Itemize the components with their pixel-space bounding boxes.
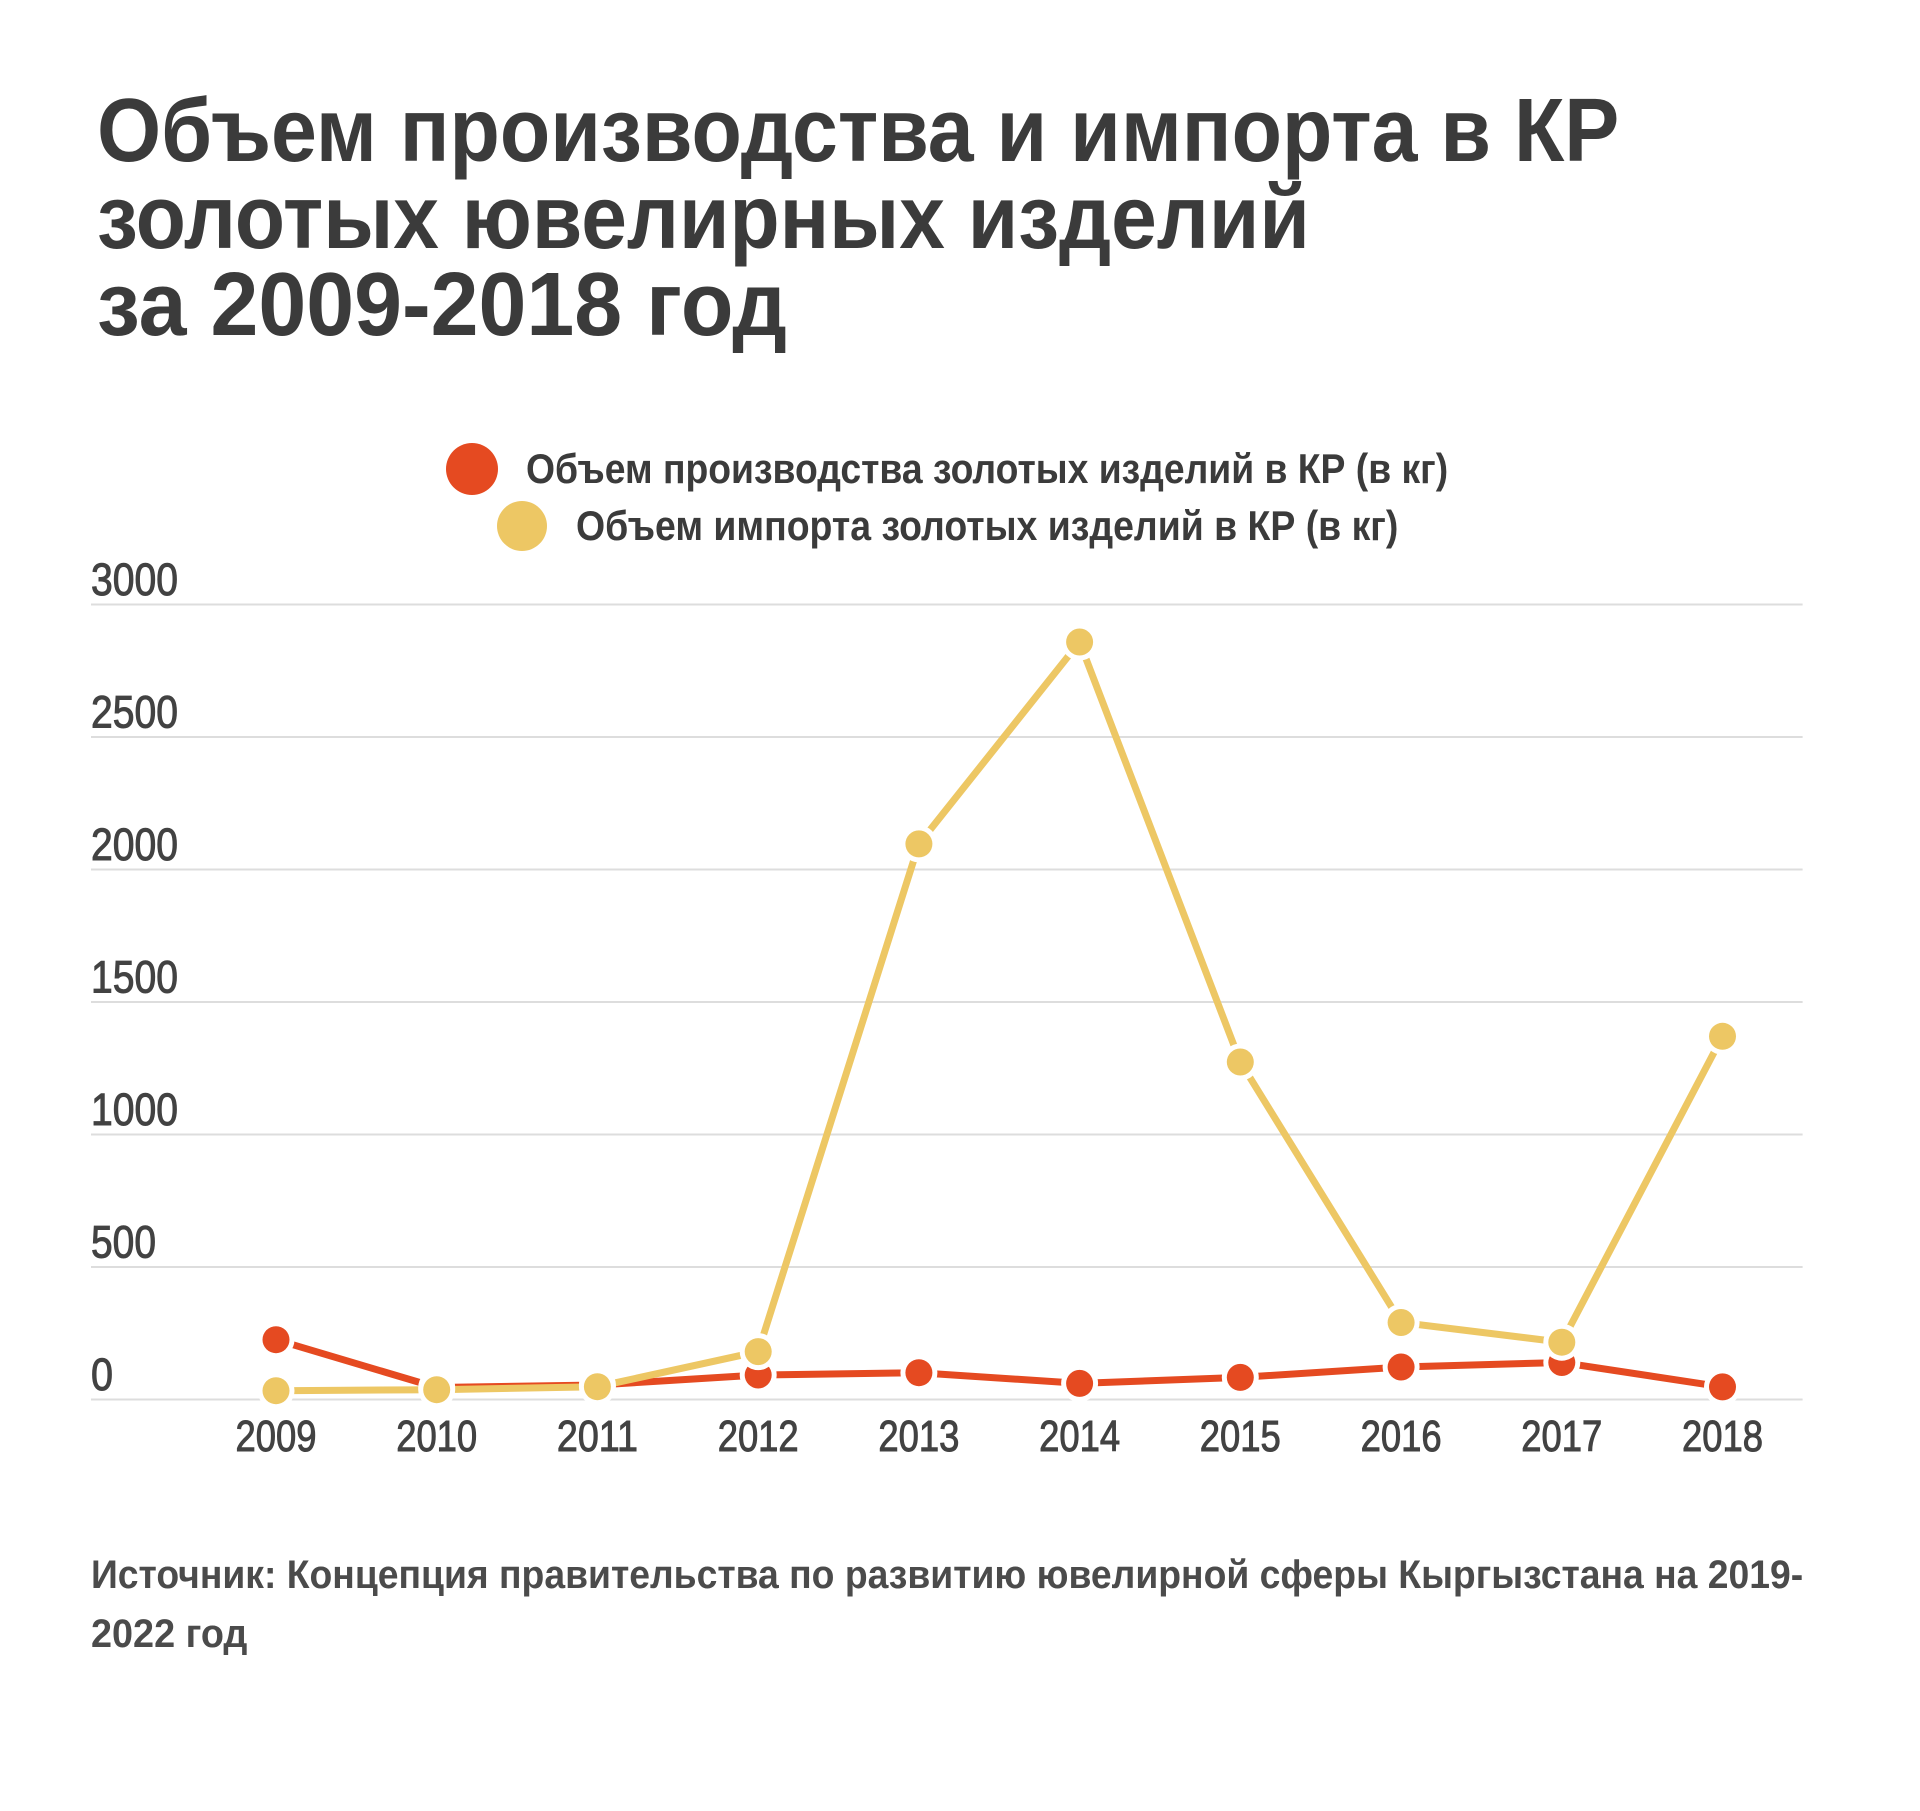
- svg-text:0: 0: [91, 1349, 113, 1400]
- svg-text:2014: 2014: [1039, 1412, 1120, 1461]
- svg-text:2500: 2500: [91, 687, 178, 738]
- svg-text:500: 500: [91, 1217, 156, 1268]
- svg-text:2012: 2012: [718, 1412, 799, 1461]
- svg-text:2015: 2015: [1200, 1412, 1281, 1461]
- svg-text:2000: 2000: [91, 819, 178, 870]
- svg-text:2009: 2009: [236, 1412, 317, 1461]
- svg-text:2010: 2010: [396, 1412, 477, 1461]
- svg-text:2011: 2011: [557, 1412, 638, 1461]
- svg-text:2013: 2013: [878, 1412, 959, 1461]
- svg-text:3000: 3000: [91, 554, 178, 605]
- svg-text:2016: 2016: [1361, 1412, 1442, 1461]
- svg-text:2018: 2018: [1682, 1412, 1763, 1461]
- svg-text:1500: 1500: [91, 952, 178, 1003]
- svg-text:2017: 2017: [1521, 1412, 1602, 1461]
- svg-text:1000: 1000: [91, 1084, 178, 1135]
